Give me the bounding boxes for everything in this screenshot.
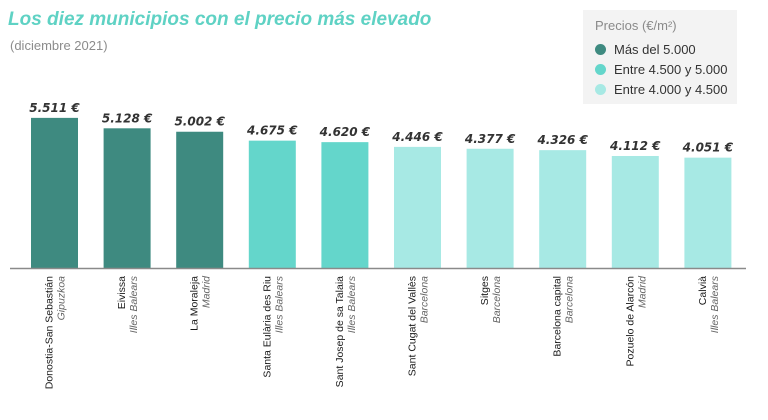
category-label-8: Barcelona capital Barcelona bbox=[552, 276, 576, 357]
bar-value-label-2: 5.128 € bbox=[102, 111, 153, 125]
legend-label-4000-4500: Entre 4.000 y 4.500 bbox=[614, 82, 728, 97]
legend-swatch-4000-4500 bbox=[595, 84, 606, 95]
bar-2 bbox=[103, 128, 151, 268]
category-region-7: Barcelona bbox=[491, 276, 503, 323]
bar-value-label-4: 4.675 € bbox=[246, 124, 298, 138]
category-name-9: Pozuelo de Alarcón bbox=[624, 276, 636, 367]
category-region-1: Gipuzkoa bbox=[56, 276, 68, 321]
category-name-3: La Moraleja bbox=[189, 276, 201, 331]
bar-value-label-7: 4.377 € bbox=[464, 132, 516, 146]
bar-7 bbox=[466, 148, 514, 268]
legend-title: Precios (€/m²) bbox=[595, 18, 677, 33]
category-name-2: Eivissa bbox=[116, 276, 128, 309]
bar-9 bbox=[611, 155, 659, 268]
category-region-6: Barcelona bbox=[419, 276, 431, 323]
category-label-7: Sitges Barcelona bbox=[479, 276, 503, 323]
category-region-5: Illes Balears bbox=[346, 275, 358, 333]
category-name-1: Donostia-San Sebastián bbox=[44, 276, 56, 389]
bar-1 bbox=[31, 117, 78, 268]
bar-value-label-10: 4.051 € bbox=[682, 141, 734, 155]
bar-6 bbox=[394, 146, 441, 268]
category-label-3: La Moraleja Madrid bbox=[189, 275, 213, 331]
bar-value-label-3: 5.002 € bbox=[174, 115, 225, 129]
bar-10 bbox=[684, 157, 732, 268]
legend: Precios (€/m²) Más del 5.000 Entre 4.500… bbox=[583, 10, 737, 104]
legend-swatch-4500-5000 bbox=[595, 64, 606, 75]
bar-value-label-1: 5.511 € bbox=[29, 101, 80, 115]
bar-5 bbox=[321, 142, 369, 268]
category-region-8: Barcelona bbox=[564, 276, 576, 323]
category-label-9: Pozuelo de Alarcón Madrid bbox=[624, 275, 648, 367]
category-region-3: Madrid bbox=[201, 275, 213, 308]
category-label-1: Donostia-San Sebastián Gipuzkoa bbox=[44, 276, 68, 389]
bar-value-label-8: 4.326 € bbox=[536, 133, 588, 147]
legend-label-4500-5000: Entre 4.500 y 5.000 bbox=[614, 62, 728, 77]
category-label-10: Calvià Illes Balears bbox=[697, 275, 721, 333]
category-label-5: Sant Josep de sa Talaia Illes Balears bbox=[334, 275, 358, 387]
category-name-7: Sitges bbox=[479, 276, 491, 305]
chart-title: Los diez municipios con el precio más el… bbox=[8, 9, 432, 30]
bar-value-label-6: 4.446 € bbox=[391, 130, 443, 144]
bar-8 bbox=[539, 150, 587, 268]
category-name-6: Sant Cugat del Vallès bbox=[407, 276, 419, 376]
legend-swatch-over-5000 bbox=[595, 44, 606, 55]
bar-4 bbox=[248, 140, 296, 268]
bar-3 bbox=[176, 131, 224, 268]
category-region-4: Illes Balears bbox=[273, 275, 285, 333]
bar-value-label-5: 4.620 € bbox=[319, 125, 371, 139]
chart-subtitle: (diciembre 2021) bbox=[10, 38, 108, 53]
category-name-4: Santa Eulària des Riu bbox=[261, 276, 273, 378]
category-label-6: Sant Cugat del Vallès Barcelona bbox=[407, 276, 431, 376]
category-name-10: Calvià bbox=[697, 276, 709, 305]
category-label-2: Eivissa Illes Balears bbox=[116, 275, 140, 333]
category-region-2: Illes Balears bbox=[128, 275, 140, 333]
legend-label-over-5000: Más del 5.000 bbox=[614, 42, 696, 57]
category-name-5: Sant Josep de sa Talaia bbox=[334, 276, 346, 387]
category-label-4: Santa Eulària des Riu Illes Balears bbox=[261, 275, 285, 377]
category-name-8: Barcelona capital bbox=[552, 276, 564, 357]
bar-value-label-9: 4.112 € bbox=[609, 139, 661, 153]
category-region-9: Madrid bbox=[636, 275, 648, 308]
category-region-10: Illes Balears bbox=[709, 275, 721, 333]
